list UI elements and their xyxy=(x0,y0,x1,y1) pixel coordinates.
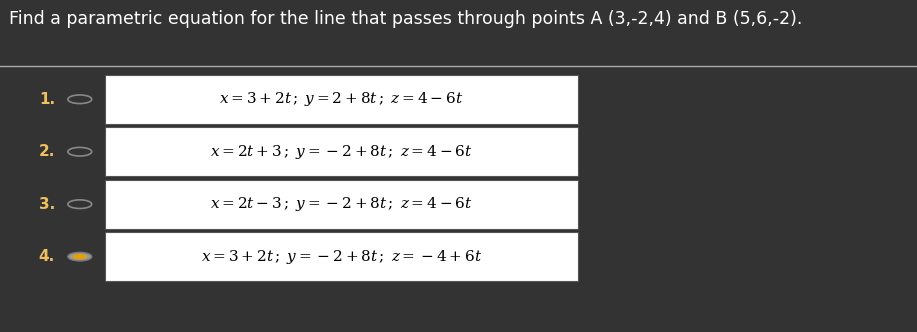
Text: $x = 2t-3\,;\; y = -2+8t\,;\; z = 4-6t$: $x = 2t-3\,;\; y = -2+8t\,;\; z = 4-6t$ xyxy=(210,195,473,213)
Text: 1.: 1. xyxy=(39,92,55,107)
Text: $x = 2t+3\,;\; y = -2+8t\,;\; z = 4-6t$: $x = 2t+3\,;\; y = -2+8t\,;\; z = 4-6t$ xyxy=(210,143,473,161)
FancyBboxPatch shape xyxy=(105,75,578,124)
Text: 4.: 4. xyxy=(39,249,55,264)
FancyBboxPatch shape xyxy=(105,232,578,281)
FancyBboxPatch shape xyxy=(105,180,578,229)
Text: 3.: 3. xyxy=(39,197,55,212)
Circle shape xyxy=(68,252,92,261)
Text: $x = 3+2t\,;\; y = 2+8t\,;\; z = 4-6t$: $x = 3+2t\,;\; y = 2+8t\,;\; z = 4-6t$ xyxy=(219,90,464,108)
FancyBboxPatch shape xyxy=(105,127,578,176)
Circle shape xyxy=(72,254,87,259)
Text: 2.: 2. xyxy=(39,144,55,159)
Text: Find a parametric equation for the line that passes through points A (3,-2,4) an: Find a parametric equation for the line … xyxy=(9,10,802,28)
Text: $x = 3+2t\,;\; y = -2+8t\,;\; z = -4+6t$: $x = 3+2t\,;\; y = -2+8t\,;\; z = -4+6t$ xyxy=(201,248,482,266)
